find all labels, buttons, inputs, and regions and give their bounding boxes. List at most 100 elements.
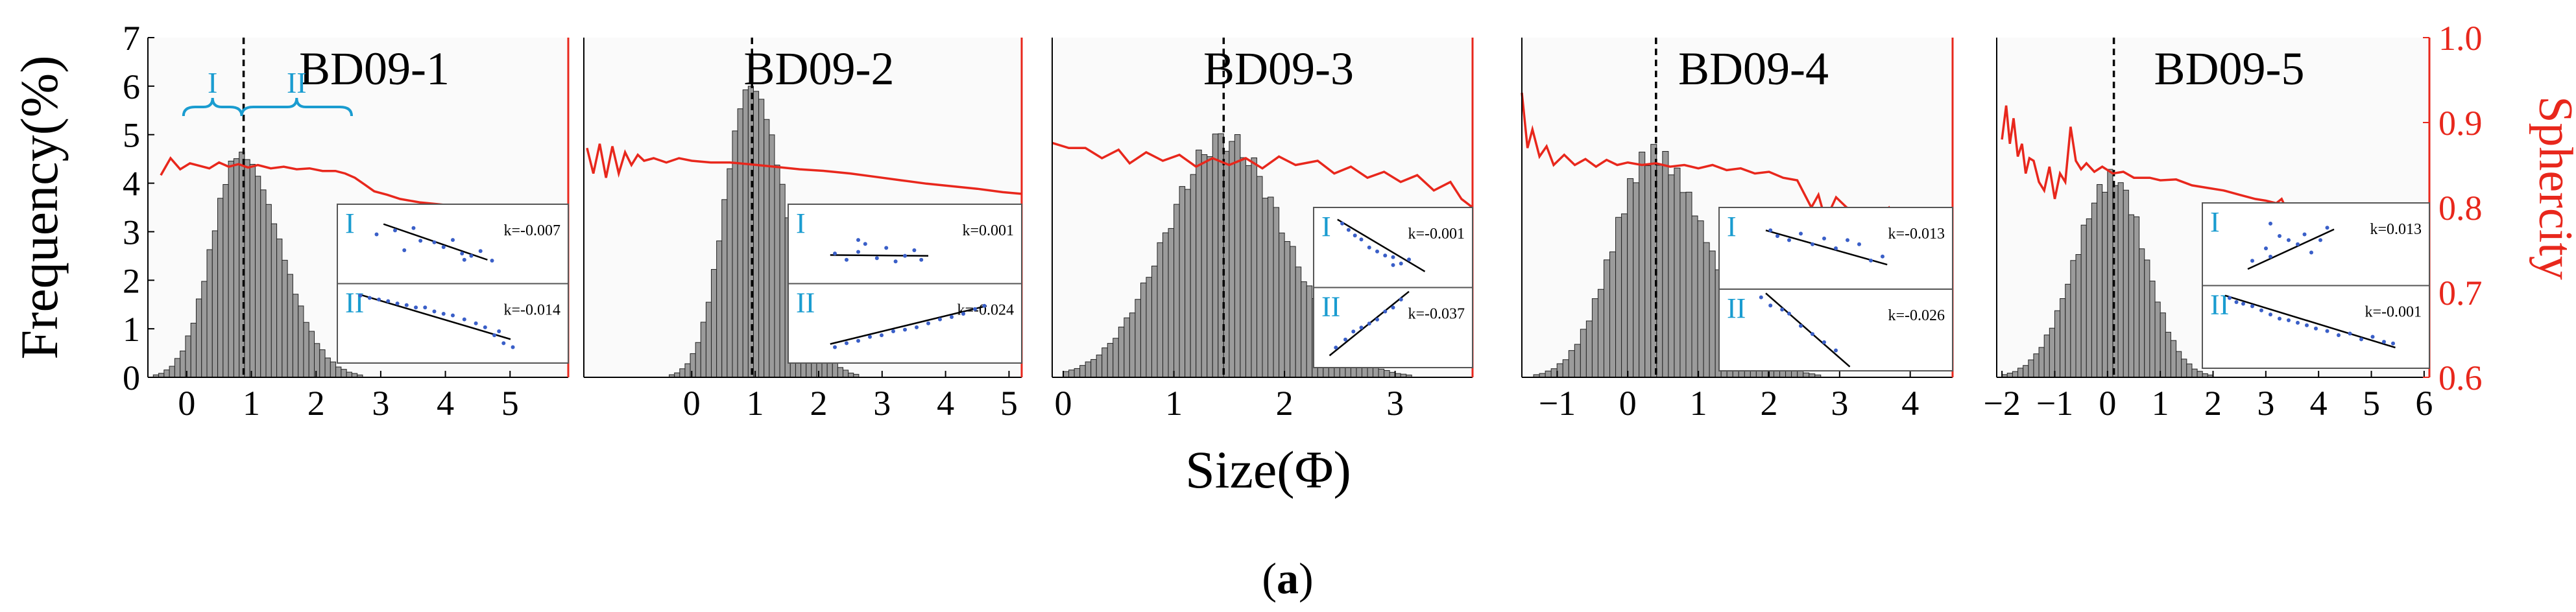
- inset-dot: [462, 317, 466, 322]
- y2-tick-label: 0.8: [2438, 189, 2483, 228]
- histogram-bar: [705, 301, 712, 378]
- inset-dot: [414, 305, 418, 310]
- histogram-bar: [2065, 283, 2071, 378]
- inset-dot: [1334, 346, 1338, 350]
- inset-dot: [1822, 236, 1826, 241]
- histogram-bar: [700, 322, 706, 378]
- histogram-bar: [195, 298, 202, 378]
- y2-tick-label: 0.6: [2438, 359, 2483, 397]
- inset-dot: [2264, 246, 2268, 251]
- histogram-bar: [2049, 327, 2055, 378]
- inset-dot: [982, 303, 987, 308]
- y-tick-label: 0: [123, 359, 140, 397]
- histogram-bar: [217, 198, 224, 378]
- inset-dot: [1780, 307, 1785, 312]
- inset-dot: [1787, 311, 1791, 316]
- inset-dot: [1846, 238, 1849, 242]
- inset-dot: [863, 242, 867, 246]
- histogram-bar: [260, 189, 267, 378]
- histogram-bar: [2160, 312, 2166, 378]
- histogram-bar: [1668, 174, 1675, 378]
- histogram-bar: [1185, 189, 1191, 378]
- histogram-bar: [1146, 277, 1152, 378]
- inset-dot: [845, 341, 849, 346]
- histogram-bar: [2080, 224, 2087, 378]
- x-tick-label: 1: [747, 384, 764, 423]
- inset-dot: [1375, 249, 1379, 253]
- inset-dot: [374, 232, 379, 237]
- inset-dot: [938, 317, 942, 322]
- histogram-bar: [1644, 165, 1652, 378]
- brace-label-i: I: [208, 66, 217, 99]
- inset-dot: [2287, 238, 2291, 242]
- caption-close: ): [1299, 554, 1314, 603]
- histogram-bar: [1691, 215, 1698, 378]
- inset-dot: [451, 313, 455, 318]
- inset-dot: [501, 341, 506, 346]
- histogram-bar: [223, 184, 229, 378]
- histogram-bar: [684, 363, 691, 378]
- histogram-bar: [2181, 359, 2187, 378]
- inset-dot: [891, 329, 895, 333]
- x-axis-label-size: Size(Φ): [1185, 440, 1351, 499]
- histogram-bar: [1603, 259, 1611, 378]
- histogram-bar: [1129, 312, 1136, 378]
- y2-tick-label: 0.7: [2438, 274, 2483, 312]
- histogram-bar: [1697, 220, 1704, 378]
- inset-dot: [1822, 340, 1826, 344]
- inset-dot: [1353, 233, 1357, 238]
- x-tick-label: 3: [2257, 384, 2274, 423]
- histogram-bar: [1268, 196, 1274, 378]
- inset-fit-line: [830, 305, 987, 345]
- histogram-bar: [843, 370, 849, 378]
- histogram-bar: [2038, 347, 2045, 378]
- inset-dot: [1359, 325, 1364, 330]
- histogram-bar: [1615, 217, 1622, 378]
- inset-dot: [1768, 303, 1773, 308]
- caption-letter: a: [1277, 554, 1299, 603]
- histogram-bar: [1556, 363, 1563, 378]
- inset-dot: [856, 238, 860, 242]
- inset-ii: II k=-0.037: [1313, 287, 1473, 368]
- histogram-bar: [249, 163, 256, 378]
- histogram-bar: [1803, 372, 1810, 378]
- histogram-bar: [769, 134, 775, 378]
- inset-frame: [788, 204, 1022, 285]
- histogram-bar: [1124, 317, 1130, 378]
- histogram-bar: [1240, 157, 1246, 378]
- histogram-bar: [2165, 331, 2171, 378]
- histogram-bar: [2023, 365, 2029, 378]
- histogram-bar: [2054, 310, 2061, 378]
- histogram-bar: [1609, 251, 1617, 378]
- histogram-bar: [2107, 169, 2113, 378]
- histogram-bar: [679, 368, 686, 378]
- histogram-bar: [2033, 353, 2040, 378]
- inset-dot: [2305, 323, 2309, 327]
- inset-dot: [469, 253, 474, 258]
- histogram-bar: [324, 357, 331, 378]
- histogram-bar: [2012, 371, 2019, 378]
- sphericity-line: [1052, 141, 1474, 209]
- inset-dot: [856, 250, 860, 254]
- histogram-bar: [1096, 355, 1103, 378]
- inset-dot: [1391, 263, 1395, 267]
- inset-dot: [1383, 309, 1388, 314]
- x-tick-label: 2: [1276, 384, 1294, 423]
- histogram-bar: [1384, 370, 1390, 378]
- histogram-bar: [163, 370, 170, 378]
- inset-dot: [2337, 333, 2341, 337]
- histogram-bar: [742, 89, 749, 378]
- histogram-bar: [2070, 260, 2076, 378]
- inset-dot: [2250, 304, 2254, 309]
- histogram-bar: [335, 366, 342, 378]
- x-tick-label: 4: [2310, 384, 2328, 423]
- histogram-bar: [1597, 288, 1604, 378]
- inset-dot: [441, 312, 446, 316]
- inset-fit-line: [1765, 230, 1888, 266]
- inset-frame: [337, 204, 569, 285]
- histogram-bar: [1174, 204, 1180, 378]
- histogram-bar: [2123, 189, 2129, 378]
- inset-dot: [874, 256, 879, 261]
- histogram-bar: [1685, 191, 1692, 378]
